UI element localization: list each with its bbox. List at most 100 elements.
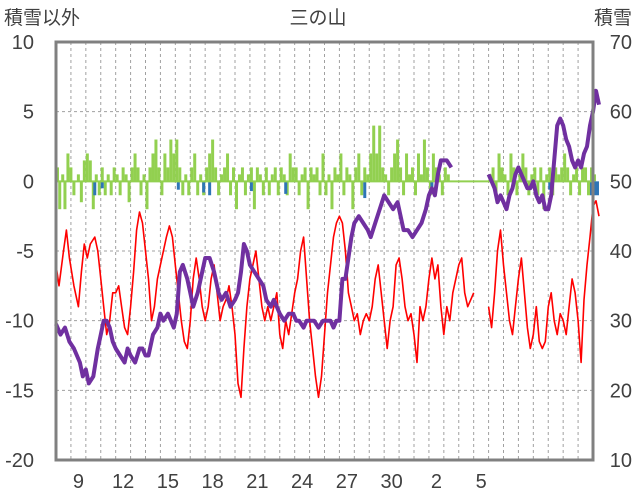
bar-mark bbox=[193, 153, 197, 182]
bar-mark bbox=[533, 167, 537, 182]
bar-mark bbox=[208, 181, 212, 196]
bar-mark bbox=[411, 167, 415, 182]
y-right-tick-label: 70 bbox=[610, 32, 632, 54]
bar-mark bbox=[58, 181, 62, 210]
bar-mark bbox=[518, 174, 522, 182]
bar-mark bbox=[288, 153, 292, 182]
bar-mark bbox=[124, 174, 128, 182]
bar-mark bbox=[267, 181, 271, 196]
x-tick-label: 9 bbox=[73, 471, 84, 493]
bar-mark bbox=[148, 167, 152, 182]
bar-mark bbox=[431, 153, 435, 182]
bar-mark bbox=[560, 167, 564, 182]
bar-mark bbox=[318, 181, 322, 196]
bar-mark bbox=[419, 174, 423, 182]
bar-mark bbox=[387, 181, 391, 196]
line-series bbox=[54, 88, 601, 399]
bar-mark bbox=[100, 167, 104, 182]
bar-mark bbox=[190, 167, 194, 182]
bar-mark bbox=[93, 181, 97, 196]
bar-mark bbox=[548, 167, 552, 182]
bar-mark bbox=[536, 181, 540, 196]
bar-mark bbox=[339, 153, 343, 182]
x-tick-label: 24 bbox=[291, 471, 313, 493]
bar-mark bbox=[330, 181, 334, 210]
bar-mark bbox=[393, 153, 397, 182]
bar-mark bbox=[66, 153, 70, 182]
bar-mark bbox=[249, 181, 253, 192]
bar-mark bbox=[291, 167, 295, 182]
right-axis-title: 積雪 bbox=[594, 7, 632, 29]
bar-mark bbox=[127, 181, 131, 203]
x-tick-label: 21 bbox=[246, 471, 268, 493]
bar-mark bbox=[79, 181, 83, 203]
bar-mark bbox=[130, 167, 134, 182]
bar-mark bbox=[503, 174, 507, 182]
bar-mark bbox=[258, 174, 262, 182]
bar-mark bbox=[443, 167, 447, 182]
bar-mark bbox=[97, 181, 101, 196]
bar-mark bbox=[408, 174, 412, 182]
bar-mark bbox=[63, 181, 67, 210]
chart-title: 三の山 bbox=[289, 7, 346, 29]
bar-mark bbox=[211, 139, 215, 182]
bar-mark bbox=[279, 167, 283, 182]
left-axis-title: 積雪以外 bbox=[4, 7, 80, 29]
bar-mark bbox=[121, 167, 125, 182]
bar-mark bbox=[181, 181, 185, 196]
y-right-tick-label: 30 bbox=[610, 311, 632, 333]
bar-mark bbox=[557, 174, 561, 182]
bar-mark bbox=[261, 181, 265, 196]
bar-mark bbox=[166, 167, 170, 182]
y-right-tick-label: 10 bbox=[610, 450, 632, 472]
bar-mark bbox=[396, 139, 400, 182]
bar-mark bbox=[384, 174, 388, 182]
bar-mark bbox=[100, 181, 104, 189]
bar-mark bbox=[270, 174, 274, 182]
bar-mark bbox=[405, 153, 409, 182]
bar-mark bbox=[136, 167, 140, 182]
bar-mark bbox=[187, 181, 191, 196]
x-tick-label: 30 bbox=[381, 471, 403, 493]
bar-mark bbox=[366, 174, 370, 182]
x-tick-label: 5 bbox=[476, 471, 487, 493]
bar-mark bbox=[276, 181, 280, 196]
temperature-line bbox=[55, 211, 475, 399]
bar-mark bbox=[169, 139, 173, 182]
bar-mark bbox=[587, 181, 591, 196]
y-left-tick-label: 5 bbox=[23, 102, 34, 124]
x-tick-label: 2 bbox=[431, 471, 442, 493]
y-left-tick-label: -20 bbox=[5, 450, 34, 472]
bar-mark bbox=[381, 167, 385, 182]
snow-depth-line bbox=[486, 88, 601, 212]
bar-mark bbox=[336, 174, 340, 182]
bar-mark bbox=[390, 167, 394, 182]
bar-mark bbox=[312, 174, 316, 182]
bar-mark bbox=[333, 167, 337, 182]
bar-mark bbox=[234, 181, 238, 210]
bar-mark bbox=[232, 167, 236, 182]
bar-mark bbox=[133, 153, 137, 182]
bar-mark bbox=[163, 153, 167, 182]
bar-mark bbox=[306, 181, 310, 210]
y-right-tick-label: 50 bbox=[610, 171, 632, 193]
bar-mark bbox=[297, 181, 301, 196]
x-tick-label: 12 bbox=[112, 471, 134, 493]
bar-mark bbox=[249, 167, 253, 182]
bar-mark bbox=[226, 153, 230, 182]
plot-frame bbox=[54, 40, 595, 462]
bar-mark bbox=[521, 153, 525, 182]
bar-mark bbox=[363, 181, 367, 199]
bar-mark bbox=[172, 153, 176, 182]
bar-mark bbox=[554, 167, 558, 182]
bar-mark bbox=[151, 153, 155, 182]
bar-mark bbox=[446, 174, 450, 182]
y-left-tick-label: -15 bbox=[5, 380, 34, 402]
bar-mark bbox=[61, 174, 65, 182]
bar-mark bbox=[416, 153, 420, 182]
bar-mark bbox=[569, 181, 573, 196]
bar-mark bbox=[142, 174, 146, 182]
bar-mark bbox=[178, 167, 182, 182]
bar-mark bbox=[372, 125, 376, 182]
bar-mark bbox=[348, 174, 352, 182]
